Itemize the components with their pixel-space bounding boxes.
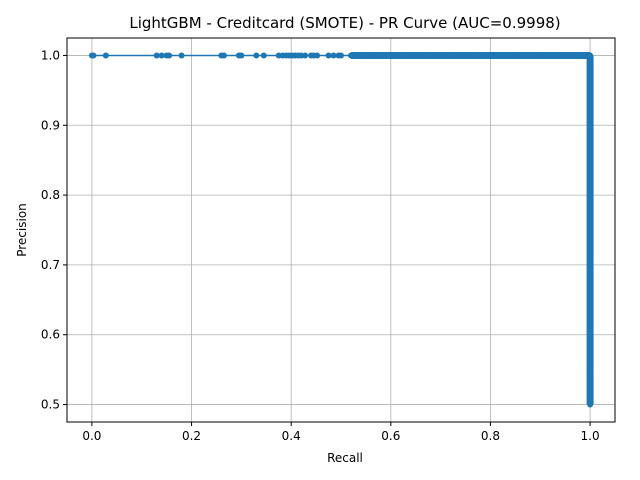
data-point — [587, 261, 594, 268]
x-tick-label: 0.0 — [82, 429, 101, 443]
series-line — [91, 54, 591, 405]
data-point — [90, 52, 97, 59]
x-tick-label: 0.8 — [481, 429, 500, 443]
data-point — [562, 52, 569, 59]
data-point — [330, 52, 337, 59]
y-tick-label: 0.5 — [41, 398, 60, 412]
x-axis-label: Recall — [327, 451, 363, 465]
y-tick-label: 0.9 — [41, 118, 60, 132]
data-point — [462, 52, 469, 59]
grid — [67, 38, 615, 422]
y-tick-label: 1.0 — [41, 48, 60, 62]
data-point — [512, 52, 519, 59]
chart-title: LightGBM - Creditcard (SMOTE) - PR Curve… — [129, 14, 560, 32]
data-point — [338, 52, 344, 59]
plot-area — [66, 37, 616, 423]
y-tick-label: 0.8 — [41, 188, 60, 202]
data-point — [253, 52, 260, 59]
plot-border — [66, 37, 616, 423]
data-point — [587, 331, 594, 338]
x-tick-label: 1.0 — [581, 429, 600, 443]
data-point — [314, 52, 321, 59]
data-point — [347, 52, 354, 59]
data-point — [238, 52, 245, 59]
data-point — [302, 52, 309, 59]
y-tick-label: 0.7 — [41, 258, 60, 272]
data-point — [166, 52, 173, 59]
data-point — [102, 52, 109, 59]
data-point — [158, 52, 165, 59]
data-point — [178, 52, 185, 59]
data-point — [220, 52, 227, 59]
x-ticks: 0.0 0.2 0.4 0.6 0.8 1.0 — [82, 422, 600, 443]
data-point — [437, 52, 444, 59]
data-point — [587, 366, 594, 373]
data-point — [587, 401, 594, 408]
y-axis-label: Precision — [15, 203, 29, 257]
x-tick-label: 0.2 — [182, 429, 201, 443]
x-tick-label: 0.6 — [381, 429, 400, 443]
data-point — [153, 52, 160, 59]
data-point — [587, 122, 594, 129]
y-tick-label: 0.6 — [41, 328, 60, 342]
data-point — [260, 52, 267, 59]
data-point — [587, 52, 594, 59]
y-ticks: 0.5 0.6 0.7 0.8 0.9 1.0 — [41, 48, 67, 412]
x-tick-label: 0.4 — [282, 429, 301, 443]
data-point — [412, 52, 419, 59]
data-point — [537, 52, 544, 59]
data-point — [387, 52, 394, 59]
data-point — [367, 52, 374, 59]
data-point — [487, 52, 494, 59]
data-point — [325, 52, 332, 59]
series — [88, 51, 594, 408]
data-point — [587, 192, 594, 199]
